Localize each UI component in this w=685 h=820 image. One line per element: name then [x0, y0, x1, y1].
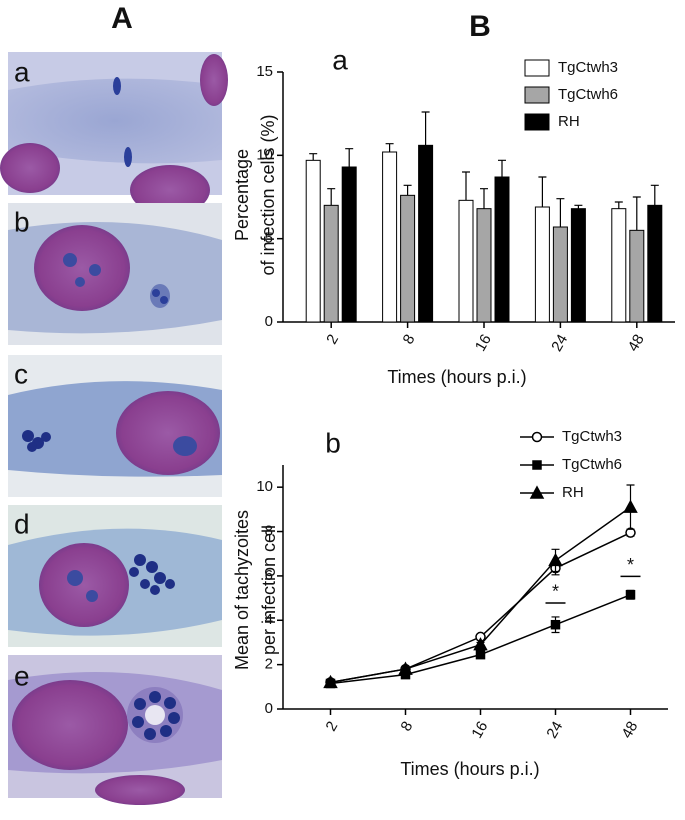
y-axis-label: Percentage — [232, 149, 252, 241]
legend-label: TgCtwh3 — [562, 428, 622, 445]
y-tick-label: 8 — [265, 523, 273, 540]
x-tick-label: 2 — [323, 718, 342, 734]
error-bar — [574, 204, 583, 209]
bar — [611, 208, 627, 323]
error-bar — [309, 153, 318, 161]
x-tick-label: 48 — [618, 718, 641, 741]
line — [330, 531, 631, 684]
error-bar — [632, 196, 641, 231]
bar — [629, 229, 645, 323]
error-bar — [462, 171, 470, 201]
bar — [476, 208, 492, 323]
legend-label: RH — [558, 113, 580, 130]
bar — [534, 206, 550, 323]
y-tick-label: 15 — [256, 63, 273, 80]
error-bar — [614, 201, 623, 209]
marker — [398, 661, 413, 675]
x-tick-label: 8 — [400, 331, 419, 347]
error-bar — [403, 184, 412, 196]
y-tick-label: 5 — [265, 230, 273, 247]
x-axis-label: Times (hours p.i.) — [387, 367, 526, 387]
x-tick-label: 16 — [468, 718, 491, 741]
micrograph-label: b — [14, 206, 30, 237]
panel-label: A — [111, 2, 133, 35]
y-axis-label: per infection cell — [259, 525, 279, 655]
micrograph: a — [0, 52, 228, 215]
y-tick-label: 0 — [265, 313, 273, 330]
error-bar — [421, 111, 430, 146]
legend-swatch — [524, 59, 550, 77]
y-axis-label: Mean of tachyzoites — [232, 510, 252, 670]
bar — [341, 166, 357, 323]
bar — [323, 204, 339, 323]
panel-label: B — [469, 10, 491, 43]
error-bar — [480, 188, 488, 209]
error-bar — [538, 176, 547, 207]
x-tick-label: 16 — [472, 331, 495, 354]
legend-label: TgCtwh6 — [558, 86, 618, 103]
bar — [458, 199, 474, 323]
bar — [647, 204, 663, 323]
x-tick-label: 24 — [548, 331, 571, 354]
legend-label: RH — [562, 484, 584, 501]
x-tick-label: 2 — [323, 331, 342, 347]
micrograph: b — [8, 203, 222, 345]
x-tick-label: 8 — [398, 718, 417, 734]
legend-label: TgCtwh3 — [558, 59, 618, 76]
micrograph: c — [8, 355, 222, 497]
error-bar — [327, 188, 336, 206]
micrograph: d — [8, 505, 222, 647]
micrograph: e — [8, 655, 222, 805]
marker — [625, 590, 636, 600]
y-tick-label: 10 — [256, 146, 273, 163]
micrograph-label: c — [14, 358, 28, 389]
legend-swatch — [524, 86, 550, 104]
x-tick-label: 48 — [625, 331, 648, 354]
error-bar — [556, 198, 565, 227]
micrograph-label: d — [14, 508, 30, 539]
legend-label: TgCtwh6 — [562, 456, 622, 473]
error-bar — [385, 143, 394, 152]
error-bar — [345, 148, 354, 167]
micrograph-label: a — [14, 56, 30, 87]
error-bar — [498, 159, 506, 177]
annotation: * — [627, 555, 634, 575]
y-tick-label: 4 — [265, 611, 273, 628]
legend-marker — [529, 485, 545, 499]
y-tick-label: 0 — [265, 700, 273, 717]
legend-marker — [531, 431, 543, 443]
panel-label: a — [332, 44, 348, 75]
marker — [475, 649, 486, 660]
micrograph-label: e — [14, 660, 30, 691]
annotation: * — [552, 582, 559, 602]
y-tick-label: 6 — [265, 567, 273, 584]
bar — [570, 208, 586, 323]
marker — [473, 637, 488, 651]
bar — [494, 176, 510, 323]
marker — [623, 499, 638, 513]
marker — [548, 552, 563, 567]
marker — [550, 619, 561, 630]
bar — [305, 159, 321, 323]
legend-marker — [532, 460, 542, 470]
x-tick-label: 24 — [543, 718, 566, 741]
x-axis-label: Times (hours p.i.) — [400, 759, 539, 779]
y-tick-label: 2 — [265, 656, 273, 673]
panel-label: b — [325, 427, 341, 458]
bar — [382, 151, 398, 323]
y-tick-label: 10 — [256, 478, 273, 495]
marker — [323, 674, 338, 689]
bar — [552, 226, 568, 323]
y-axis-label: of infection cells (%) — [258, 114, 278, 275]
legend-swatch — [524, 113, 550, 131]
bar — [418, 144, 434, 323]
error-bar — [650, 184, 659, 206]
bar — [400, 194, 416, 323]
